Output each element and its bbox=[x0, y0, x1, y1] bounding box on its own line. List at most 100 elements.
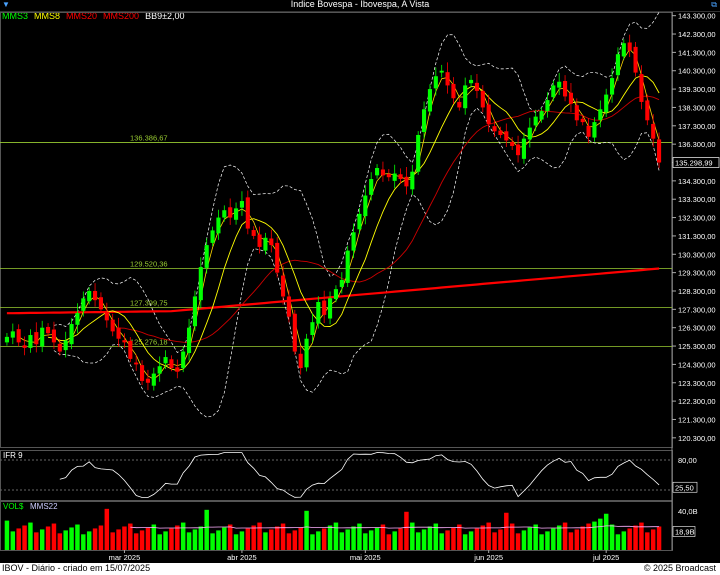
volume-bar bbox=[298, 527, 303, 550]
candle-body bbox=[345, 250, 350, 283]
mms20-line bbox=[118, 95, 660, 343]
volume-bar bbox=[603, 513, 609, 550]
volume-bar bbox=[210, 533, 215, 550]
volume-bar bbox=[521, 530, 527, 550]
rsi-tick: 80,00 bbox=[678, 456, 697, 465]
volume-bar bbox=[586, 523, 591, 550]
candle-body bbox=[263, 237, 268, 251]
volume-bar bbox=[198, 526, 204, 550]
candle-body bbox=[510, 141, 515, 146]
volume-bar bbox=[116, 529, 121, 550]
candle-body bbox=[257, 234, 262, 247]
volume-bar bbox=[274, 526, 280, 550]
volume-bar bbox=[545, 531, 550, 550]
support-label: 125.276,18 bbox=[130, 337, 168, 346]
volume-bar bbox=[439, 533, 444, 550]
volume-bar bbox=[39, 529, 45, 550]
candle-body bbox=[116, 327, 121, 339]
menu-arrow-icon[interactable]: ▼ bbox=[2, 0, 10, 9]
support-label: 129.520,36 bbox=[130, 260, 168, 269]
volume-bar bbox=[16, 528, 21, 550]
volume-bar bbox=[539, 534, 544, 550]
support-label: 127.399,75 bbox=[130, 299, 168, 308]
candle-body bbox=[627, 42, 632, 51]
volume-bar bbox=[462, 534, 468, 550]
candle-body bbox=[204, 245, 209, 268]
candle-body bbox=[175, 367, 180, 372]
candle-body bbox=[145, 378, 150, 383]
y-tick-label: 124.300,00 bbox=[678, 360, 716, 369]
y-tick-label: 141.300,00 bbox=[678, 48, 716, 57]
y-tick-label: 143.300,00 bbox=[678, 12, 716, 21]
volume-bar bbox=[556, 525, 562, 550]
candle-body bbox=[357, 213, 362, 230]
volume-bar bbox=[157, 534, 162, 550]
candle-body bbox=[169, 359, 174, 369]
price-chart[interactable]: 136.386,67 129.520,36 127.399,75 125.276,18… bbox=[0, 0, 720, 563]
candle-body bbox=[245, 197, 250, 229]
pane-frame-1 bbox=[0, 450, 673, 501]
candle-body bbox=[286, 296, 291, 317]
volume-bar bbox=[609, 524, 615, 550]
volume-bar bbox=[656, 526, 662, 550]
volume-bar bbox=[28, 522, 33, 550]
candle-body bbox=[586, 125, 591, 137]
rsi-last-label: 25,50 bbox=[675, 483, 694, 492]
y-tick-label: 126.300,00 bbox=[678, 324, 716, 333]
rsi-last-box bbox=[672, 481, 698, 493]
volume-bar bbox=[180, 522, 186, 550]
volume-bar bbox=[192, 529, 198, 550]
volume-bar bbox=[339, 532, 345, 550]
last-price-box bbox=[672, 157, 720, 168]
volume-bar bbox=[433, 523, 439, 550]
volume-bar bbox=[227, 524, 233, 550]
candle-body bbox=[633, 46, 638, 73]
volume-bar bbox=[492, 532, 497, 550]
candle-body bbox=[322, 300, 327, 315]
candle-body bbox=[269, 238, 274, 246]
candle-body bbox=[363, 195, 368, 217]
y-tick-label: 134.300,00 bbox=[678, 177, 716, 186]
candle-body bbox=[316, 302, 321, 324]
volume-bar bbox=[650, 529, 656, 550]
volume-bar bbox=[415, 532, 421, 550]
volume-bar bbox=[4, 520, 10, 550]
expand-icon[interactable]: ⧉ bbox=[711, 0, 717, 9]
volume-bar bbox=[368, 530, 374, 550]
candle-body bbox=[134, 362, 139, 365]
candle-body bbox=[75, 313, 80, 325]
indicator-legend: MMS3 MMS8 MMS20 MMS200 BB9±2,00 bbox=[2, 11, 191, 21]
volume-bar bbox=[280, 523, 286, 550]
candle-body bbox=[433, 76, 438, 89]
candle-body bbox=[104, 311, 109, 321]
volume-bar bbox=[457, 524, 462, 550]
volume-bar bbox=[345, 529, 350, 550]
candle-body bbox=[451, 83, 456, 99]
volume-label: VOL$ bbox=[3, 502, 24, 511]
candle-body bbox=[292, 313, 297, 352]
y-tick-label: 125.300,00 bbox=[678, 342, 716, 351]
candle-body bbox=[445, 72, 450, 86]
volume-bar bbox=[504, 512, 509, 550]
bollinger-upper bbox=[53, 11, 660, 353]
candle-body bbox=[333, 289, 338, 300]
volume-bar bbox=[357, 523, 362, 550]
x-tick-label: jul 2025 bbox=[592, 553, 619, 562]
support-label: 136.386,67 bbox=[130, 134, 168, 143]
candle-body bbox=[216, 217, 221, 234]
title-bar: ▼ Índice Bovespa - Ibovespa, A Vista ⧉ bbox=[0, 0, 720, 12]
volume-bar bbox=[509, 523, 515, 550]
volume-bar bbox=[69, 527, 74, 550]
volume-bar bbox=[292, 530, 298, 550]
candle-body bbox=[28, 335, 33, 348]
candle-body bbox=[16, 329, 21, 343]
volume-bar bbox=[251, 525, 256, 550]
candle-body bbox=[304, 338, 309, 368]
candle-body bbox=[657, 139, 662, 163]
candle-body bbox=[463, 85, 468, 109]
volume-bar bbox=[239, 531, 245, 550]
volume-bar bbox=[110, 532, 115, 550]
volume-bar bbox=[263, 532, 268, 550]
volume-bar bbox=[133, 533, 139, 550]
candle-body bbox=[645, 100, 650, 121]
